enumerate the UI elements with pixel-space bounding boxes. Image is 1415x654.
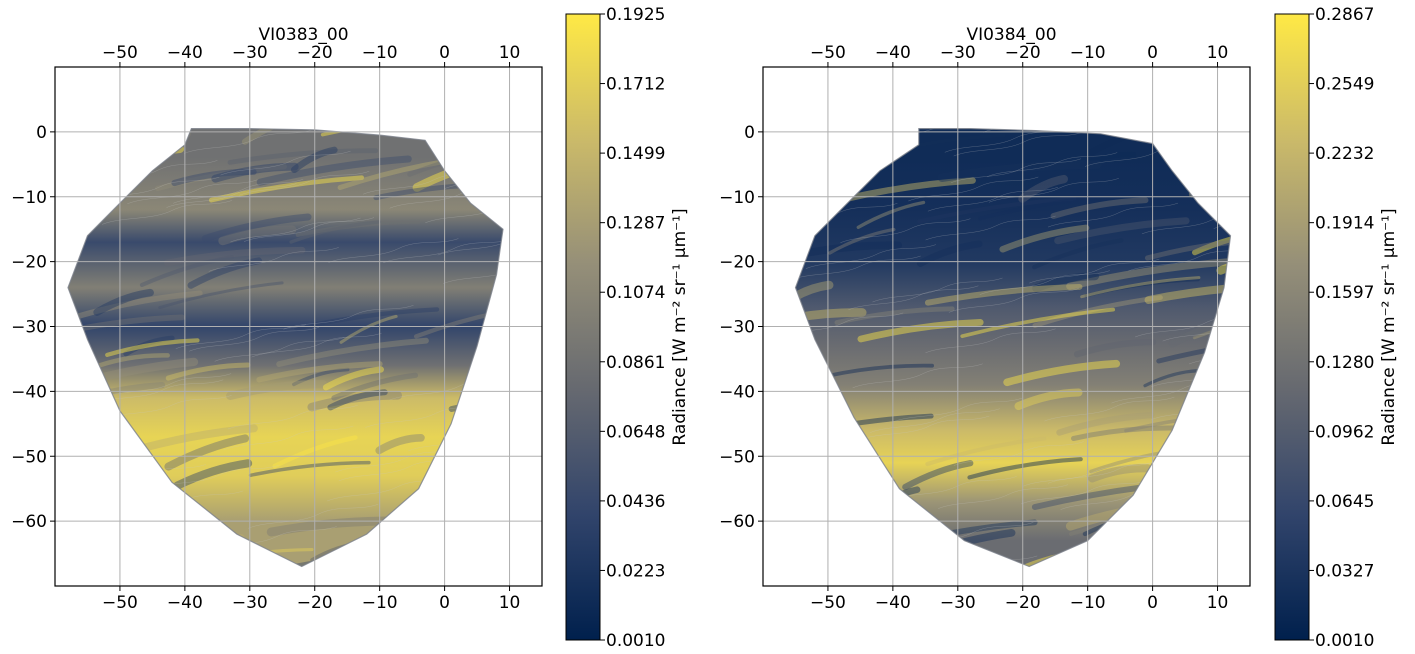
colorbar-tick-label: 0.1925 bbox=[606, 5, 665, 25]
colorbar-tick-label: 0.1074 bbox=[606, 283, 665, 303]
x-tick-label-top: 0 bbox=[439, 43, 450, 63]
colorbar-tick-label: 0.0010 bbox=[606, 631, 665, 651]
y-tick-label: −60 bbox=[719, 512, 755, 532]
y-tick-label: 0 bbox=[744, 123, 755, 143]
colorbar-tick-label: 0.1597 bbox=[1315, 283, 1374, 303]
colorbar-tick-label: 0.1914 bbox=[1315, 214, 1374, 234]
x-tick-label: 0 bbox=[1147, 593, 1158, 613]
x-tick-label: −30 bbox=[232, 593, 268, 613]
x-tick-label-top: −50 bbox=[810, 43, 846, 63]
region-edge bbox=[794, 128, 1232, 568]
grid bbox=[763, 67, 1250, 586]
colorbar-tick-label: 0.0436 bbox=[606, 492, 665, 512]
colorbar-tick-label: 0.0223 bbox=[606, 561, 665, 581]
x-tick-label-top: −30 bbox=[232, 43, 268, 63]
y-tick-label: −10 bbox=[11, 188, 47, 208]
y-tick-label: −30 bbox=[11, 318, 47, 338]
colorbar-tick-label: 0.2549 bbox=[1315, 75, 1374, 95]
subplot-2: −50 −50 −40 −40 −30 −30 −20 −20 −10 −10 0 0 10 10 0 −10… bbox=[719, 5, 1399, 651]
x-tick-label-top: −10 bbox=[362, 43, 398, 63]
y-tick-label: −20 bbox=[11, 253, 47, 273]
x-tick-label-top: −40 bbox=[875, 43, 911, 63]
chart-title: VI0383_00 bbox=[258, 25, 348, 45]
chart-title: VI0384_00 bbox=[966, 25, 1056, 45]
colorbar-tick-label: 0.0962 bbox=[1315, 422, 1374, 442]
colorbar: 0.0010 0.0327 0.0645 0.0962 0.1280 0.1597 0.19… bbox=[1274, 5, 1399, 651]
x-tick-label: 10 bbox=[499, 593, 521, 613]
colorbar-tick-label: 0.1280 bbox=[1315, 353, 1374, 373]
y-tick-label: −60 bbox=[11, 512, 47, 532]
region-edge bbox=[67, 128, 504, 568]
colorbar-tick-label: 0.0645 bbox=[1315, 492, 1374, 512]
colorbar-tick-label: 0.2867 bbox=[1315, 5, 1374, 25]
colorbar-tick-label: 0.1499 bbox=[606, 144, 665, 164]
x-tick-label: −40 bbox=[167, 593, 203, 613]
x-tick-label-top: −20 bbox=[1005, 43, 1041, 63]
colorbar-tick-label: 0.1712 bbox=[606, 75, 665, 95]
x-tick-label: −50 bbox=[102, 593, 138, 613]
x-tick-label: −40 bbox=[875, 593, 911, 613]
colorbar: 0.0010 0.0223 0.0436 0.0648 0.0861 0.1074 0.12… bbox=[565, 5, 690, 651]
colorbar-tick-label: 0.1287 bbox=[606, 214, 665, 234]
y-tick-label: −50 bbox=[11, 447, 47, 467]
colorbar-label: Radiance [W m⁻² sr⁻¹ μm⁻¹] bbox=[670, 208, 690, 445]
colorbar-scale bbox=[565, 13, 601, 641]
colorbar-scale bbox=[1274, 13, 1310, 641]
x-tick-label-top: −20 bbox=[297, 43, 333, 63]
x-tick-label-top: 0 bbox=[1147, 43, 1158, 63]
subplot-1: −50 −50 −40 −40 −30 −30 −20 −20 −10 −10 0 0 10 10 0 −10… bbox=[11, 5, 690, 651]
y-tick-label: −30 bbox=[719, 318, 755, 338]
x-tick-label: −30 bbox=[940, 593, 976, 613]
y-tick-label: 0 bbox=[36, 123, 47, 143]
colorbar-label: Radiance [W m⁻² sr⁻¹ μm⁻¹] bbox=[1379, 208, 1399, 445]
x-tick-label: 10 bbox=[1207, 593, 1229, 613]
x-tick-label-top: −50 bbox=[102, 43, 138, 63]
x-tick-label-top: −30 bbox=[940, 43, 976, 63]
y-tick-label: −50 bbox=[719, 447, 755, 467]
y-tick-label: −40 bbox=[11, 382, 47, 402]
y-tick-label: −20 bbox=[719, 253, 755, 273]
x-tick-label: 0 bbox=[439, 593, 450, 613]
x-tick-label-top: 10 bbox=[1207, 43, 1229, 63]
x-tick-label: −10 bbox=[1070, 593, 1106, 613]
x-tick-label-top: −10 bbox=[1070, 43, 1106, 63]
x-tick-label: −50 bbox=[810, 593, 846, 613]
colorbar-tick-label: 0.2232 bbox=[1315, 144, 1374, 164]
x-tick-label: −10 bbox=[362, 593, 398, 613]
colorbar-tick-label: 0.0010 bbox=[1315, 631, 1374, 651]
colorbar-tick-label: 0.0861 bbox=[606, 353, 665, 373]
y-tick-label: −40 bbox=[719, 382, 755, 402]
x-tick-label-top: 10 bbox=[499, 43, 521, 63]
x-tick-label-top: −40 bbox=[167, 43, 203, 63]
grid bbox=[55, 67, 542, 586]
colorbar-tick-label: 0.0648 bbox=[606, 422, 665, 442]
x-tick-label: −20 bbox=[297, 593, 333, 613]
colorbar-tick-label: 0.0327 bbox=[1315, 561, 1374, 581]
x-tick-label: −20 bbox=[1005, 593, 1041, 613]
y-tick-label: −10 bbox=[719, 188, 755, 208]
